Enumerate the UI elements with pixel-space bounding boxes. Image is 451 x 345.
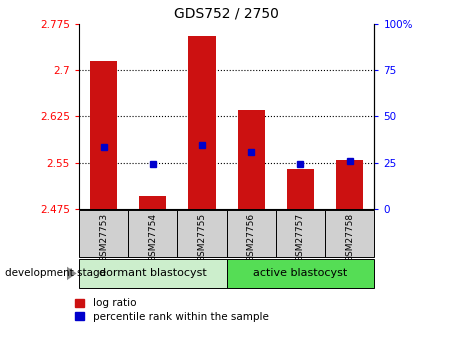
Bar (90, 61, 117, 209)
Bar (238, 110, 265, 209)
Bar (325, 210, 374, 257)
Bar (177, 210, 226, 257)
Bar (139, 196, 166, 209)
Legend: log ratio, percentile rank within the sample: log ratio, percentile rank within the sa… (75, 298, 269, 322)
Text: GSM27755: GSM27755 (198, 213, 207, 262)
Text: active blastocyst: active blastocyst (253, 268, 348, 278)
Bar (79, 210, 128, 257)
Bar (287, 169, 314, 209)
Text: development stage: development stage (5, 268, 106, 278)
Text: GSM27756: GSM27756 (247, 213, 256, 262)
Polygon shape (67, 266, 77, 280)
Bar (226, 210, 276, 257)
Bar (189, 37, 216, 209)
Text: GSM27754: GSM27754 (148, 213, 157, 262)
Text: GSM27757: GSM27757 (296, 213, 305, 262)
Text: dormant blastocyst: dormant blastocyst (99, 268, 207, 278)
Bar (276, 210, 325, 257)
Bar (336, 159, 363, 209)
Title: GDS752 / 2750: GDS752 / 2750 (174, 6, 279, 20)
Bar (79, 259, 226, 288)
Text: GSM27758: GSM27758 (345, 213, 354, 262)
Text: GSM27753: GSM27753 (99, 213, 108, 262)
Bar (128, 210, 177, 257)
Bar (226, 259, 374, 288)
